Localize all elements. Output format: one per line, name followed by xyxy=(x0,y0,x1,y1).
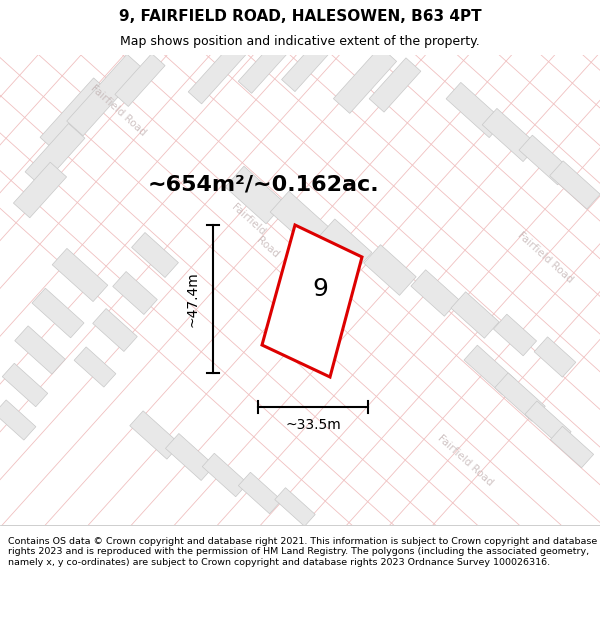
Text: ~47.4m: ~47.4m xyxy=(186,271,200,327)
Polygon shape xyxy=(534,337,576,377)
Text: ~654m²/~0.162ac.: ~654m²/~0.162ac. xyxy=(148,175,380,195)
Polygon shape xyxy=(67,54,143,136)
Text: Fairfield: Fairfield xyxy=(229,202,267,238)
Polygon shape xyxy=(525,401,571,445)
Polygon shape xyxy=(464,345,516,395)
Polygon shape xyxy=(262,225,362,377)
Polygon shape xyxy=(238,472,281,514)
Polygon shape xyxy=(166,434,215,481)
Text: 9, FAIRFIELD ROAD, HALESOWEN, B63 4PT: 9, FAIRFIELD ROAD, HALESOWEN, B63 4PT xyxy=(119,9,481,24)
Polygon shape xyxy=(2,363,48,407)
Text: Contains OS data © Crown copyright and database right 2021. This information is : Contains OS data © Crown copyright and d… xyxy=(8,537,597,567)
Polygon shape xyxy=(281,42,328,92)
Polygon shape xyxy=(482,108,538,162)
Polygon shape xyxy=(202,453,248,497)
Polygon shape xyxy=(93,309,137,351)
Polygon shape xyxy=(550,426,593,468)
Polygon shape xyxy=(32,288,84,338)
Polygon shape xyxy=(113,271,157,314)
Polygon shape xyxy=(15,326,65,374)
Polygon shape xyxy=(519,135,571,185)
Polygon shape xyxy=(225,166,285,224)
Text: 9: 9 xyxy=(313,277,328,301)
Text: Fairfield Road: Fairfield Road xyxy=(515,229,575,284)
Polygon shape xyxy=(451,292,499,338)
Polygon shape xyxy=(364,244,416,296)
Polygon shape xyxy=(40,78,110,152)
Polygon shape xyxy=(495,373,545,421)
Polygon shape xyxy=(25,124,85,186)
Text: Map shows position and indicative extent of the property.: Map shows position and indicative extent… xyxy=(120,35,480,48)
Polygon shape xyxy=(270,191,330,249)
Polygon shape xyxy=(550,161,600,209)
Polygon shape xyxy=(493,314,536,356)
Polygon shape xyxy=(131,232,178,278)
Text: Fairfield Road: Fairfield Road xyxy=(88,82,148,138)
Polygon shape xyxy=(369,58,421,112)
Text: Road: Road xyxy=(255,234,281,259)
Polygon shape xyxy=(130,411,180,459)
Polygon shape xyxy=(411,270,459,316)
Text: ~33.5m: ~33.5m xyxy=(285,418,341,432)
Polygon shape xyxy=(334,47,397,113)
Polygon shape xyxy=(74,347,116,387)
Polygon shape xyxy=(13,162,67,217)
Polygon shape xyxy=(115,54,165,106)
Polygon shape xyxy=(188,36,252,104)
Polygon shape xyxy=(446,82,504,138)
Polygon shape xyxy=(318,219,372,271)
Polygon shape xyxy=(275,488,315,526)
Polygon shape xyxy=(238,37,292,93)
Polygon shape xyxy=(52,248,108,302)
Polygon shape xyxy=(0,400,36,440)
Text: Fairfield Road: Fairfield Road xyxy=(436,432,494,488)
